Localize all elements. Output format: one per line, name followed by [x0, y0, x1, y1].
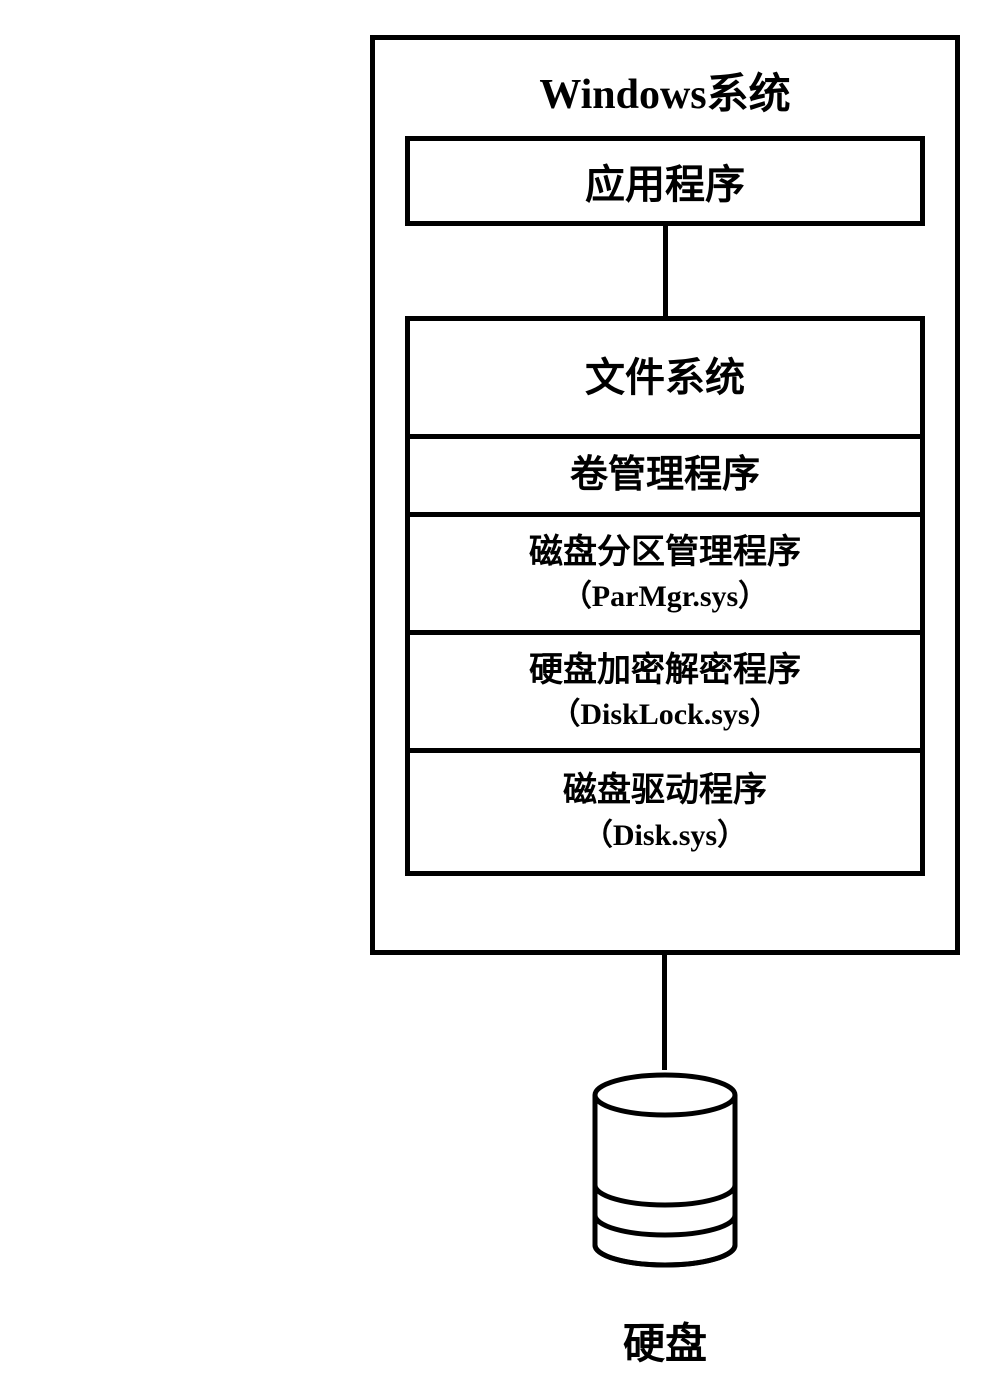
disk-driver-line2: （Disk.sys）: [583, 816, 747, 855]
disk-lock-line1: 硬盘加密解密程序: [529, 649, 801, 693]
file-system-cell: 文件系统: [410, 321, 920, 439]
disk-driver-cell: 磁盘驱动程序 （Disk.sys）: [410, 753, 920, 871]
partition-manager-line1: 磁盘分区管理程序: [529, 531, 801, 575]
driver-stack: 文件系统 卷管理程序 磁盘分区管理程序 （ParMgr.sys） 硬盘加密解密程…: [405, 316, 925, 876]
file-system-label: 文件系统: [585, 352, 745, 404]
volume-manager-label: 卷管理程序: [570, 451, 760, 500]
windows-system-box: Windows系统 应用程序 文件系统 卷管理程序 磁盘分区管理程序 （ParM…: [370, 35, 960, 955]
application-box: 应用程序: [405, 136, 925, 226]
disk-driver-line1: 磁盘驱动程序: [563, 769, 767, 813]
disk-lock-cell: 硬盘加密解密程序 （DiskLock.sys）: [410, 635, 920, 753]
application-label: 应用程序: [585, 152, 745, 210]
hard-disk-label: 硬盘: [585, 1310, 745, 1371]
hard-disk-icon: [585, 1070, 745, 1270]
system-title: Windows系统: [375, 40, 955, 136]
connector-app-to-stack: [663, 226, 668, 316]
partition-manager-line2: （ParMgr.sys）: [562, 577, 768, 616]
connector-stack-to-disk: [662, 955, 667, 1070]
volume-manager-cell: 卷管理程序: [410, 439, 920, 517]
disk-lock-line2: （DiskLock.sys）: [550, 695, 779, 734]
partition-manager-cell: 磁盘分区管理程序 （ParMgr.sys）: [410, 517, 920, 635]
